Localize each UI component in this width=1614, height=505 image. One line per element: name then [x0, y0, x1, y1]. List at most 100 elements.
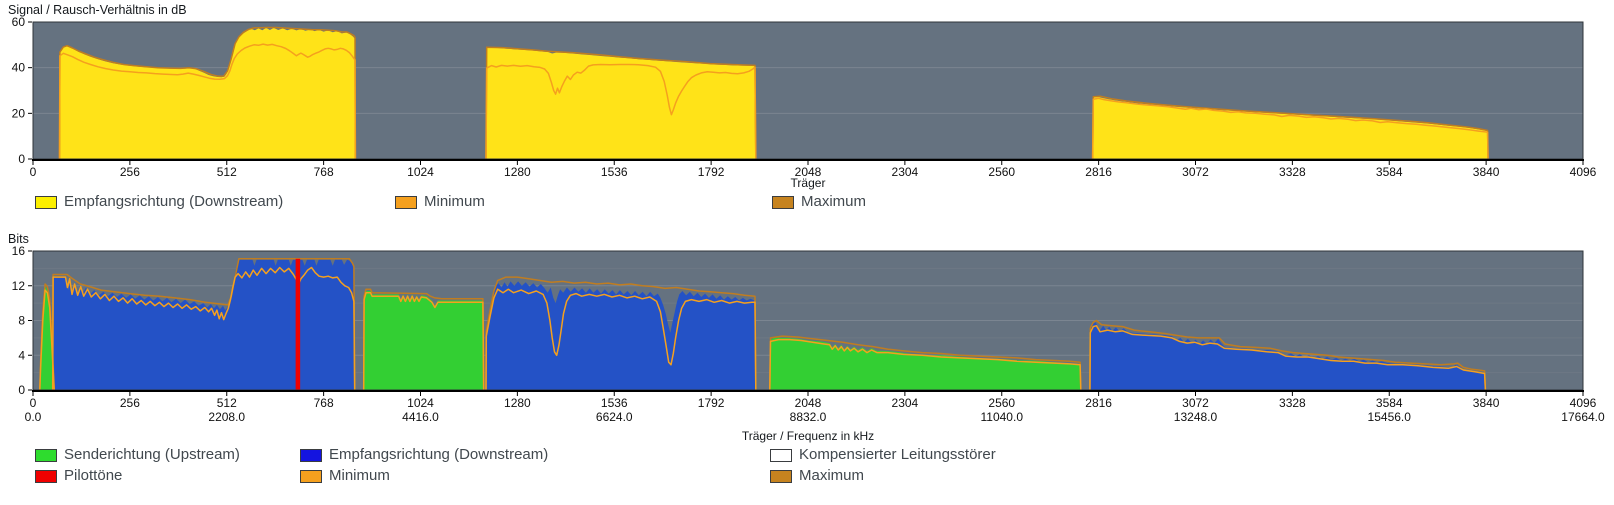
- x-tick-label: 256: [120, 396, 140, 410]
- y-tick-label: 0: [18, 383, 25, 397]
- x-tick-label: 2304: [892, 165, 919, 179]
- x-tick-label: 0: [30, 396, 37, 410]
- x-tick-label: 3328: [1279, 165, 1306, 179]
- downstream-area: [52, 259, 355, 390]
- max-line: [769, 335, 1082, 391]
- x-tick-label: 768: [314, 396, 334, 410]
- pilot-tones-swatch-icon: [35, 469, 57, 483]
- x-tick-label: 768: [314, 165, 334, 179]
- x-tick-freq-label: 15456.0: [1368, 410, 1412, 424]
- legend-item-snr-downstream: Empfangsrichtung (Downstream): [35, 194, 283, 210]
- downstream-area: [59, 27, 356, 160]
- x-tick-label: 4096: [1570, 165, 1597, 179]
- min-line: [1089, 324, 1487, 391]
- pilot-bar: [295, 258, 301, 390]
- legend-label: Minimum: [424, 193, 485, 210]
- x-tick-label: 2560: [988, 396, 1015, 410]
- y-tick-label: 20: [12, 106, 26, 120]
- legend-label: Empfangsrichtung (Downstream): [64, 193, 284, 210]
- min-line: [362, 291, 485, 391]
- x-tick-label: 1792: [698, 396, 725, 410]
- downstream-area: [486, 47, 756, 159]
- x-tick-freq-label: 17664.0: [1561, 410, 1605, 424]
- max-line: [51, 258, 356, 391]
- upstream-area: [769, 337, 1081, 390]
- x-tick-label: 3584: [1376, 165, 1403, 179]
- legend-label: Senderichtung (Upstream): [64, 446, 240, 463]
- x-tick-label: 512: [217, 165, 237, 179]
- x-tick-label: 1024: [407, 165, 434, 179]
- max-line: [58, 26, 357, 160]
- legend-label: Maximum: [801, 193, 867, 210]
- x-tick-label: 3072: [1182, 396, 1209, 410]
- legend-label: Pilottöne: [64, 467, 123, 484]
- x-tick-freq-label: 4416.0: [402, 410, 439, 424]
- legend-label: Minimum: [329, 467, 390, 484]
- y-tick-label: 16: [12, 244, 26, 258]
- y-tick-label: 60: [12, 15, 26, 29]
- x-tick-label: 1792: [698, 165, 725, 179]
- x-tick-label: 4096: [1570, 396, 1597, 410]
- minimum-swatch-icon: [300, 469, 322, 483]
- x-tick-label: 2560: [988, 165, 1015, 179]
- max-line: [1089, 319, 1487, 391]
- x-tick-label: 1280: [504, 396, 531, 410]
- legend-label: Kompensierter Leitungsstörer: [799, 446, 996, 463]
- minimum-swatch-icon: [395, 195, 417, 209]
- snr-chart-title: Signal / Rausch-Verhältnis in dB: [8, 3, 187, 17]
- legend-item-snr-minimum: Minimum: [395, 194, 485, 210]
- snr-xaxis-title: Träger: [790, 176, 826, 190]
- x-tick-freq-label: 6624.0: [596, 410, 633, 424]
- bits-chart-title: Bits: [8, 232, 29, 246]
- x-tick-label: 3328: [1279, 396, 1306, 410]
- x-tick-label: 512: [217, 396, 237, 410]
- downstream-snr-swatch-icon: [35, 195, 57, 209]
- legend-item-maximum: Maximum: [770, 468, 864, 484]
- x-tick-label: 3072: [1182, 165, 1209, 179]
- min-line: [485, 63, 757, 160]
- legend-item-upstream: Senderichtung (Upstream): [35, 447, 240, 463]
- min-line: [58, 43, 357, 160]
- x-tick-freq-label: 2208.0: [208, 410, 245, 424]
- legend-item-pilot-tones: Pilottöne: [35, 468, 122, 484]
- x-tick-label: 1536: [601, 165, 628, 179]
- x-tick-label: 2048: [795, 396, 822, 410]
- y-tick-label: 40: [12, 61, 26, 75]
- upstream-swatch-icon: [35, 448, 57, 462]
- x-tick-label: 2816: [1085, 165, 1112, 179]
- legend-item-snr-maximum: Maximum: [772, 194, 866, 210]
- x-tick-label: 256: [120, 165, 140, 179]
- y-tick-label: 12: [12, 279, 26, 293]
- downstream-area: [486, 281, 756, 390]
- legend-item-minimum: Minimum: [300, 468, 390, 484]
- maximum-swatch-icon: [772, 195, 794, 209]
- x-tick-label: 1280: [504, 165, 531, 179]
- x-tick-label: 3840: [1473, 396, 1500, 410]
- x-tick-label: 2304: [892, 396, 919, 410]
- legend-item-compensated-disturber: Kompensierter Leitungsstörer: [770, 447, 996, 463]
- x-tick-freq-label: 13248.0: [1174, 410, 1218, 424]
- downstream-swatch-icon: [300, 448, 322, 462]
- downstream-area: [1092, 96, 1488, 159]
- y-tick-label: 0: [18, 152, 25, 166]
- x-tick-label: 0: [30, 165, 37, 179]
- min-line: [51, 266, 356, 391]
- bits-xaxis-title: Träger / Frequenz in kHz: [741, 429, 875, 443]
- upstream-area: [363, 291, 484, 390]
- max-line: [362, 288, 485, 391]
- legend-label: Maximum: [799, 467, 865, 484]
- min-line: [769, 338, 1082, 391]
- x-tick-label: 3584: [1376, 396, 1403, 410]
- max-line: [1091, 95, 1489, 160]
- y-tick-label: 4: [18, 348, 25, 362]
- x-tick-freq-label: 8832.0: [790, 410, 827, 424]
- max-line: [485, 46, 757, 160]
- x-tick-label: 3840: [1473, 165, 1500, 179]
- x-tick-label: 1024: [407, 396, 434, 410]
- legend-label: Empfangsrichtung (Downstream): [329, 446, 549, 463]
- max-line: [485, 276, 757, 391]
- compensated-disturber-swatch-icon: [770, 448, 792, 462]
- x-tick-freq-label: 0.0: [25, 410, 42, 424]
